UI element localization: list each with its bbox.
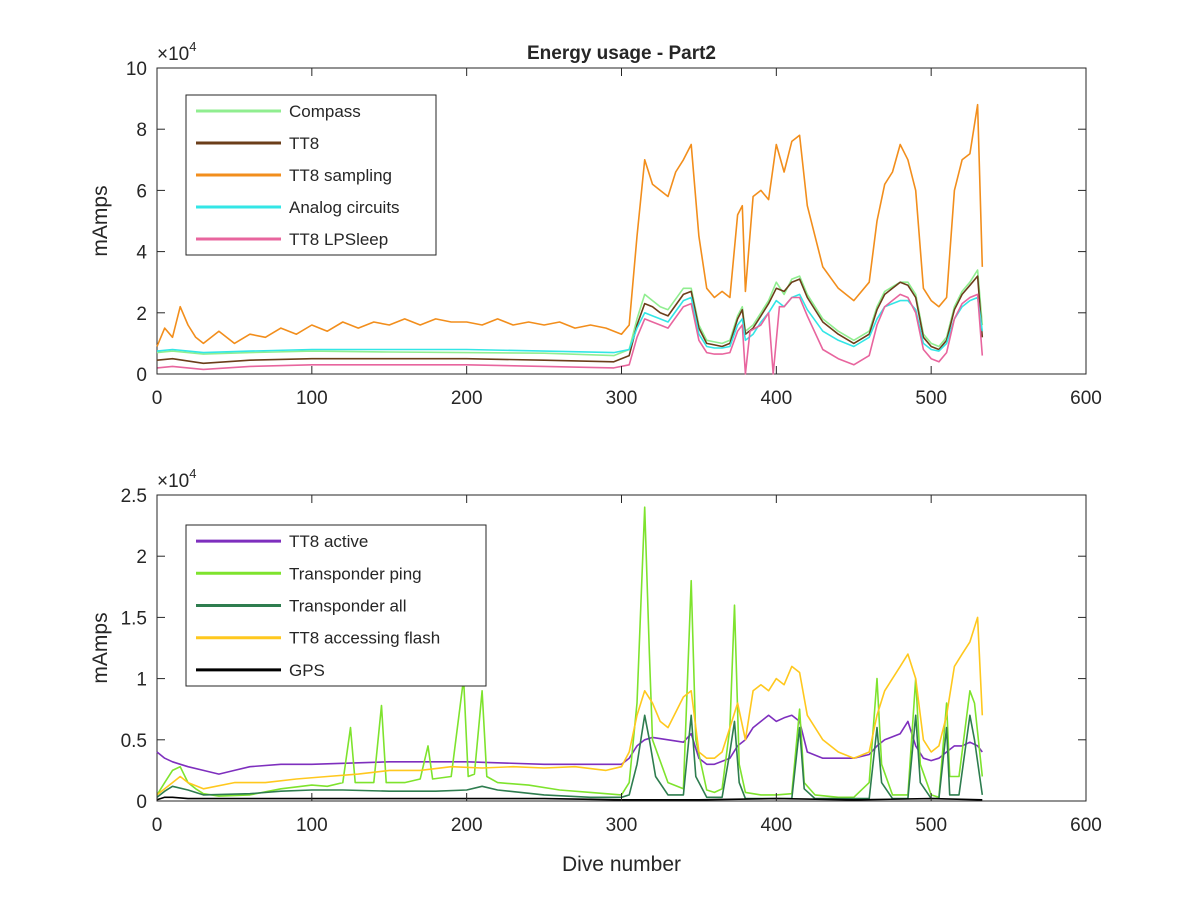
series-line-2 xyxy=(156,506,984,799)
y-tick-label: 2.5 xyxy=(121,486,147,507)
x-tick-label: 500 xyxy=(915,815,947,836)
series-line-3 xyxy=(156,103,984,347)
series-line-4 xyxy=(156,293,984,354)
x-tick-label: 200 xyxy=(451,815,483,836)
legend-entry: TT8 LPSleep xyxy=(289,230,388,249)
legend-entry: TT8 xyxy=(289,134,319,153)
subplot-2: 0 100 200 300 400 500 600 0 0.5 1 1.5 2 2.5 ×104 mAmps… xyxy=(89,466,1102,876)
y-axis-multiplier-exponent: 4 xyxy=(189,466,196,481)
y-axis-multiplier-exponent: 4 xyxy=(189,39,196,54)
y-tick-label: 2 xyxy=(136,547,147,568)
legend-entry: Compass xyxy=(289,102,361,121)
y-tick-label: 0.5 xyxy=(121,731,147,752)
y-tick-label: 2 xyxy=(136,304,147,325)
x-tick-label: 600 xyxy=(1070,815,1102,836)
x-tick-label: 0 xyxy=(152,815,163,836)
series-line-5 xyxy=(156,796,983,801)
y-tick-label: 6 xyxy=(136,181,147,202)
legend-entry: GPS xyxy=(289,661,325,680)
y-axis-multiplier-base: ×10 xyxy=(157,44,189,65)
legend-entry: Transponder ping xyxy=(289,564,422,583)
x-tick-label: 100 xyxy=(296,388,328,409)
x-tick-label: 400 xyxy=(760,388,792,409)
y-tick-label: 0 xyxy=(136,365,147,386)
y-axis-label: mAmps xyxy=(89,185,112,256)
legend: TT8 active Transponder ping Transponder al… xyxy=(185,524,487,687)
legend-box xyxy=(185,94,437,256)
y-axis-multiplier: ×104 xyxy=(157,466,196,492)
y-axis-multiplier-base: ×10 xyxy=(157,471,189,492)
legend-entry: Transponder all xyxy=(289,597,407,616)
series-lines xyxy=(156,506,984,801)
legend-entry: TT8 sampling xyxy=(289,166,392,185)
x-axis-label: Dive number xyxy=(562,853,681,876)
x-tick-label: 200 xyxy=(451,388,483,409)
x-tick-label: 0 xyxy=(152,388,163,409)
legend-entry: TT8 active xyxy=(289,532,368,551)
y-tick-label: 1 xyxy=(136,670,147,691)
legend-entry: TT8 accessing flash xyxy=(289,629,440,648)
series-line-3 xyxy=(156,714,984,800)
y-tick-label: 8 xyxy=(136,120,147,141)
y-tick-label: 0 xyxy=(136,792,147,813)
y-axis-multiplier: ×104 xyxy=(157,39,196,65)
x-tick-label: 100 xyxy=(296,815,328,836)
x-tick-label: 600 xyxy=(1070,388,1102,409)
chart-title: Energy usage - Part2 xyxy=(527,43,716,64)
y-tick-label: 10 xyxy=(126,59,147,80)
x-tick-label: 400 xyxy=(760,815,792,836)
y-axis-label: mAmps xyxy=(89,612,112,683)
series-line-4 xyxy=(156,616,984,796)
subplot-1: 0 100 200 300 400 500 6000246810×104mAmpsEnerg… xyxy=(89,39,1102,409)
series-line-2 xyxy=(156,275,984,365)
x-tick-label: 300 xyxy=(606,388,638,409)
y-tick-label: 4 xyxy=(136,243,147,264)
legend: Compass TT8 TT8 sampling Analog circuits TT8… xyxy=(185,94,437,256)
y-tick-label: 1.5 xyxy=(121,608,147,629)
x-tick-label: 300 xyxy=(606,815,638,836)
x-tick-label: 500 xyxy=(915,388,947,409)
legend-entry: Analog circuits xyxy=(289,198,400,217)
